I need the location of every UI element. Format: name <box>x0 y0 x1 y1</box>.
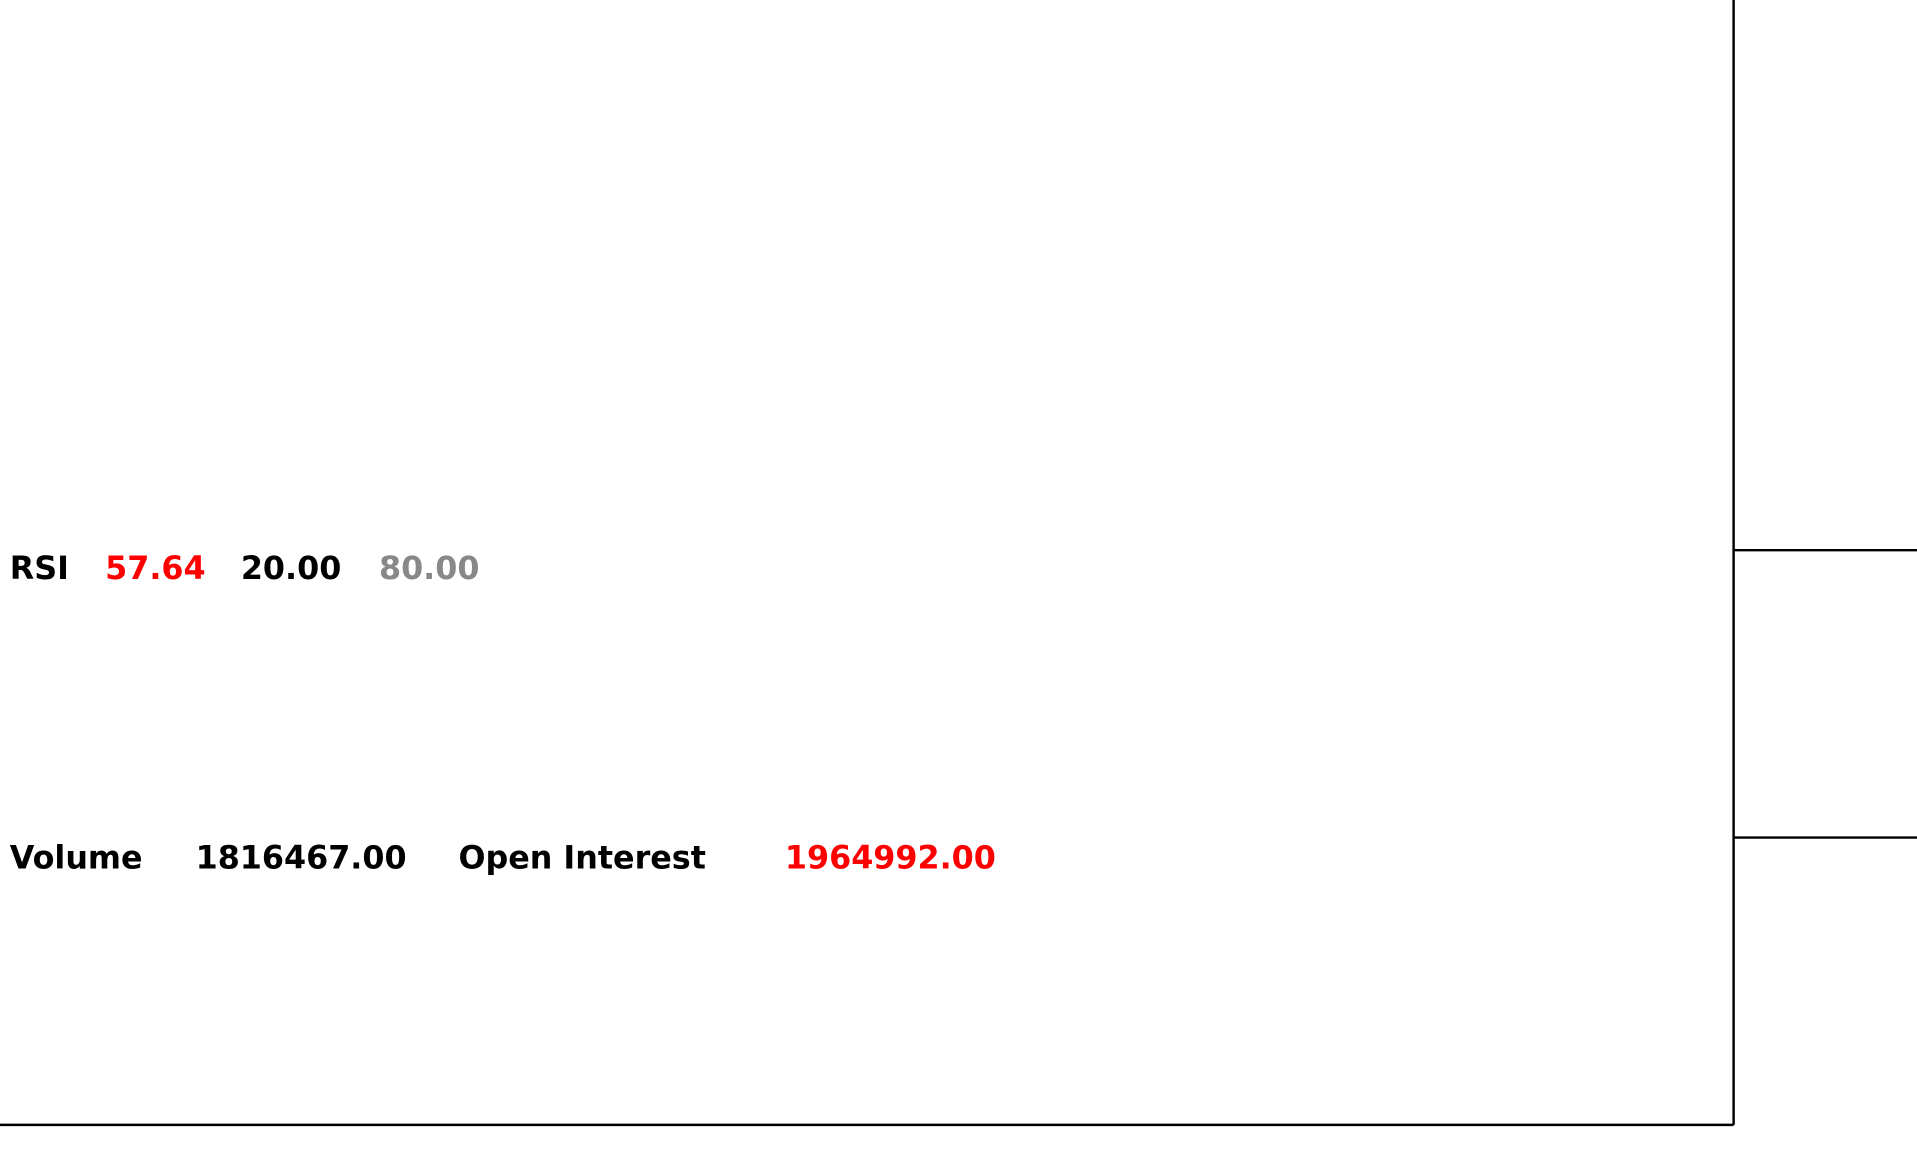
legend-readout: 1816467.00 <box>196 841 407 877</box>
text-layer: RSI 57.64 20.00 80.00 Volume 1816467.00 … <box>10 551 996 877</box>
legend-label: Open Interest <box>458 841 705 877</box>
rsi-level-label: 20.00 <box>241 551 341 587</box>
legend-label: Volume <box>10 841 143 877</box>
rsi-readout: 57.64 <box>105 551 205 587</box>
rsi-level-label: 80.00 <box>379 551 479 587</box>
legend-readout: 1964992.00 <box>785 841 996 877</box>
rsi-title: RSI <box>10 551 69 587</box>
frame <box>0 0 1917 1127</box>
